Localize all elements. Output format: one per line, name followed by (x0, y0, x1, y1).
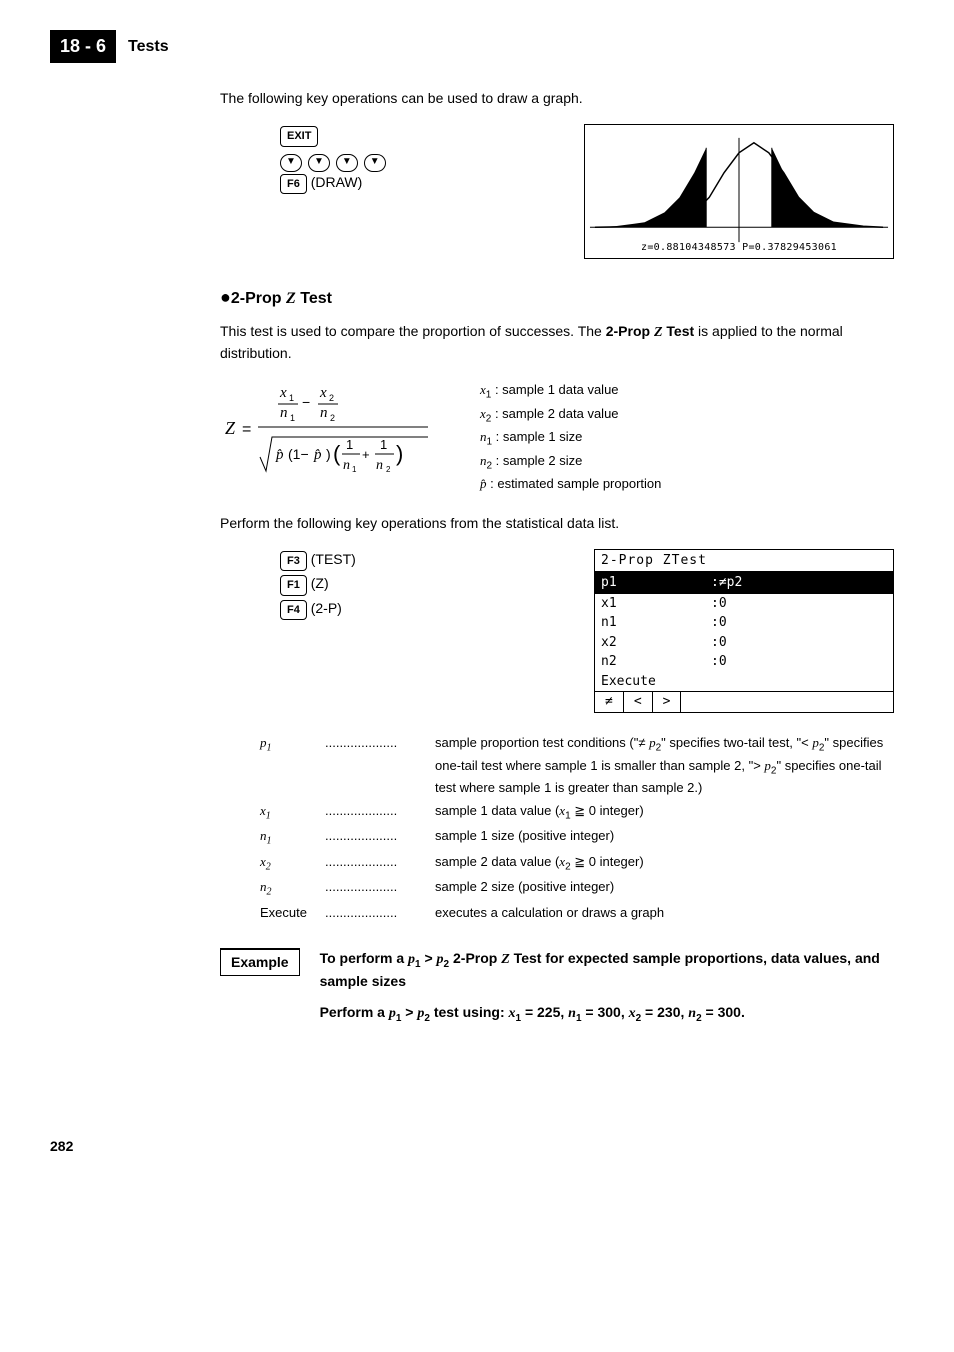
svg-text:=: = (242, 421, 251, 438)
svg-text:x: x (279, 385, 287, 401)
svg-text:p̂: p̂ (313, 447, 322, 463)
svg-text:(: ( (333, 441, 341, 466)
svg-text:2: 2 (329, 393, 334, 403)
svg-text:+: + (362, 447, 370, 462)
exit-key: EXIT (280, 126, 318, 147)
calc-footer: ≠<> (595, 691, 893, 712)
calc-title: 2-Prop ZTest (595, 550, 893, 573)
svg-text:Z: Z (225, 418, 236, 438)
svg-text:n: n (343, 458, 350, 473)
example-badge: Example (220, 948, 300, 976)
svg-text:n: n (376, 458, 383, 473)
calc-row: n1:0 (595, 613, 893, 633)
svg-text:−: − (302, 394, 310, 410)
svg-text:1: 1 (346, 437, 353, 452)
svg-text:n: n (320, 405, 328, 421)
f6-key: F6 (280, 174, 307, 195)
example-text: To perform a p1 > p2 2-Prop Z Test for e… (320, 948, 894, 1037)
key-operations-2: F3 (TEST)F1 (Z)F4 (2-P) (280, 549, 356, 623)
variable-definitions: x1 : sample 1 data valuex2 : sample 2 da… (480, 379, 661, 498)
z-formula: Z = x 1 n 1 − x 2 n 2 p̂ (1− p̂ (220, 379, 440, 485)
svg-text:(1−: (1− (288, 446, 309, 462)
down-arrow-icon: ▼ (308, 154, 330, 172)
svg-text:1: 1 (290, 413, 295, 423)
draw-label: (DRAW) (311, 174, 363, 190)
perform-text: Perform the following key operations fro… (220, 513, 894, 534)
calc-row: x1:0 (595, 594, 893, 614)
key-operations-1: EXIT ▼ ▼ ▼ ▼ F6 (DRAW) (280, 124, 388, 196)
down-arrow-icon: ▼ (364, 154, 386, 172)
svg-text:2: 2 (330, 413, 335, 423)
svg-text:1: 1 (352, 465, 357, 474)
svg-text:1: 1 (289, 393, 294, 403)
section-badge: 18 - 6 (50, 30, 116, 63)
svg-text:): ) (326, 446, 331, 462)
graph-footer: z=0.88104348573 P=0.37829453061 (585, 240, 893, 255)
svg-text:x: x (319, 385, 327, 401)
svg-text:): ) (396, 441, 403, 466)
page-number: 282 (50, 1136, 894, 1157)
down-arrow-icon: ▼ (336, 154, 358, 172)
calc-row: x2:0 (595, 633, 893, 653)
svg-text:p̂: p̂ (275, 447, 284, 463)
intro-text: The following key operations can be used… (220, 88, 894, 109)
svg-text:n: n (280, 405, 288, 421)
description: This test is used to compare the proport… (220, 321, 894, 364)
section-title: Tests (128, 35, 169, 59)
calculator-screen: 2-Prop ZTest p1:≠p2 x1:0n1:0x2:0n2:0Exec… (594, 549, 894, 713)
calc-row: Execute (595, 672, 893, 692)
svg-text:2: 2 (386, 465, 391, 474)
svg-text:1: 1 (380, 437, 387, 452)
graph-output: z=0.88104348573 P=0.37829453061 (584, 124, 894, 259)
subsection-heading: ●2-Prop Z Test (220, 284, 894, 311)
calc-row: n2:0 (595, 652, 893, 672)
parameter-list: p1....................sample proportion … (260, 733, 894, 923)
down-arrow-icon: ▼ (280, 154, 302, 172)
calc-highlight-row: p1:≠p2 (595, 572, 893, 594)
